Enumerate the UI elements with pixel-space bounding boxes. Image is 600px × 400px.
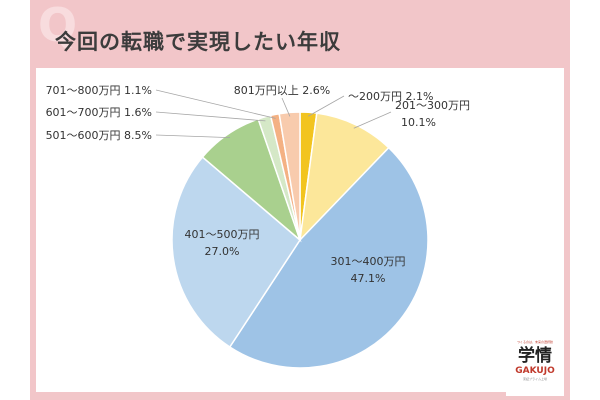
data-value-slice-2: 10.1% (401, 116, 436, 129)
data-value-slice-3: 47.1% (351, 272, 386, 285)
data-label-slice-2: 201～300万円 (395, 99, 470, 112)
leader-line-slice-5 (155, 134, 231, 139)
logo-sub: 東証プライム上場 (523, 377, 547, 381)
leader-line-slice-6 (155, 111, 266, 122)
pie-slice-3 (228, 146, 429, 369)
data-label-slice-6: 601～700万円 1.6% (46, 106, 152, 119)
chart-title: 今回の転職で実現したい年収 (55, 30, 341, 54)
data-label-slice-7: 701～800万円 1.1% (46, 84, 152, 97)
logo-brand: GAKUJO (515, 366, 555, 376)
pie-slice-2 (298, 112, 390, 243)
q-badge: Q (38, 0, 78, 52)
pie-slice-4 (171, 156, 301, 349)
leader-line-slice-8 (281, 97, 291, 117)
logo-mark: 学情 (518, 346, 552, 366)
gakujo-logo: つくるのは、未来の選択肢 学情 GAKUJO 東証プライム上場 (506, 338, 564, 396)
leader-line-slice-1 (307, 95, 345, 117)
data-label-slice-3: 301～400万円 (331, 255, 406, 268)
data-label-slice-5: 501～600万円 8.5% (46, 129, 152, 142)
data-label-slice-1: ～200万円 2.1% (348, 90, 433, 103)
data-label-slice-8: 801万円以上 2.6% (234, 84, 330, 97)
header-band: Q 今回の転職で実現したい年収 (30, 0, 570, 68)
logo-tagline: つくるのは、未来の選択肢 (517, 340, 553, 344)
pie-slice-8 (278, 111, 301, 241)
leader-line-slice-2 (353, 111, 392, 129)
leader-line-slice-7 (155, 89, 276, 119)
data-value-slice-4: 27.0% (205, 245, 240, 258)
data-label-slice-4: 401～500万円 (185, 228, 260, 241)
